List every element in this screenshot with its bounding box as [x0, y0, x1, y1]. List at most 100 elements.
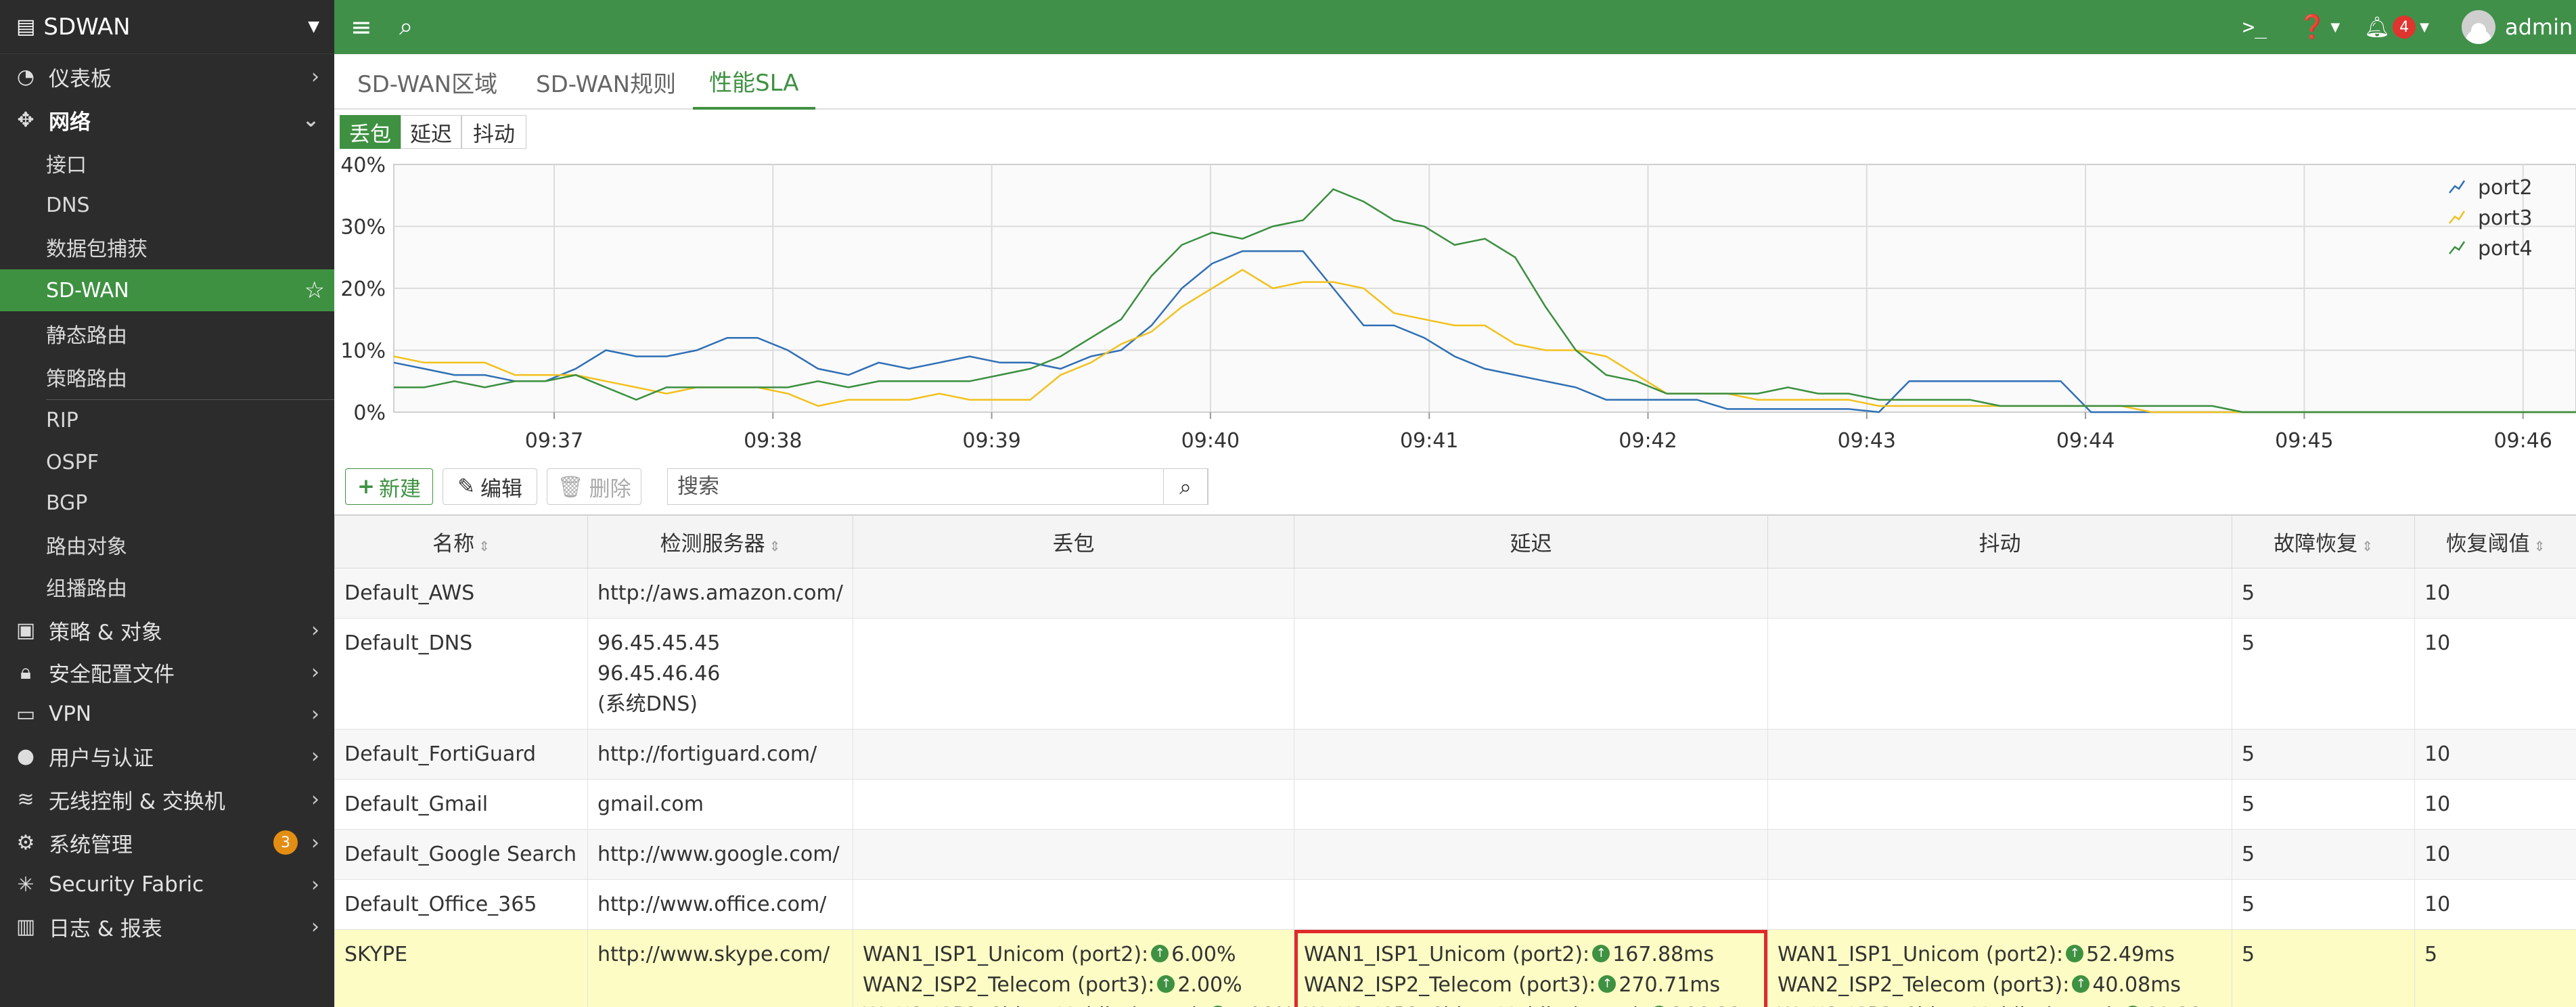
tab-sdwan-zones[interactable]: SD-WAN区域	[357, 70, 498, 98]
table-row[interactable]: Default_AWS http://aws.amazon.com/5 10	[334, 567, 2576, 619]
laptop-icon: ▭	[16, 702, 36, 726]
sidebar-item-multicast[interactable]: 组播路由	[0, 566, 334, 608]
sidebar-item-log-report[interactable]: ▥ 日志 & 报表 ›	[0, 905, 334, 947]
username: admin	[2505, 14, 2573, 40]
toggle-packet-loss[interactable]: 丢包	[340, 115, 401, 149]
cell-threshold: 10	[2414, 878, 2576, 930]
server-entry: (系统DNS)	[597, 692, 698, 716]
edit-button[interactable]: ✎ 编辑	[443, 468, 537, 505]
sidebar-item-bgp[interactable]: BGP	[0, 482, 334, 524]
sidebar-item-label: 策略路由	[46, 367, 127, 391]
cell-failover: 5	[2232, 617, 2415, 730]
y-tick-label: 0%	[353, 401, 386, 425]
help-menu[interactable]: ❓ ▼	[2298, 0, 2340, 54]
server-entry: http://www.skype.com/	[597, 942, 830, 966]
sidebar-item-policy-objects[interactable]: ▣ 策略 & 对象 ›	[0, 609, 334, 651]
sidebar-item-vpn[interactable]: ▭ VPN ›	[0, 693, 334, 735]
legend-swatch	[2449, 210, 2466, 224]
metric-value: 6.00%	[1171, 942, 1236, 966]
plus-icon: +	[357, 474, 375, 499]
avatar	[2462, 10, 2495, 44]
sidebar-item-ospf[interactable]: OSPF	[0, 441, 334, 483]
star-icon[interactable]: ☆	[304, 277, 325, 304]
tab-performance-sla[interactable]: 性能SLA	[693, 54, 815, 110]
sidebar-item-policy-routes[interactable]: 策略路由	[0, 356, 334, 398]
sidebar-item-network[interactable]: ✥ 网络 ⌄	[0, 99, 334, 141]
sidebar-item-static-routes[interactable]: 静态路由	[0, 313, 334, 355]
device-icon: ▤	[16, 15, 36, 39]
cell-name: Default_Office_365	[334, 878, 588, 930]
bar-chart-icon: ▥	[16, 914, 36, 939]
tab-sdwan-rules[interactable]: SD-WAN规则	[536, 70, 677, 98]
table-row[interactable]: Default_Office_365 http://www.office.com/…	[334, 878, 2576, 930]
sidebar-item-dns[interactable]: DNS	[0, 184, 334, 226]
sidebar-item-wifi-switch[interactable]: ≋ 无线控制 & 交换机 ›	[0, 778, 334, 820]
sidebar-item-system[interactable]: ⚙ 系统管理 3 ›	[0, 822, 334, 864]
sidebar-item-sdwan[interactable]: SD-WAN ☆	[0, 269, 334, 311]
cell-threshold: 10	[2414, 728, 2576, 780]
column-header-packet-loss[interactable]: 丢包	[853, 514, 1294, 568]
search-button[interactable]: ⌕	[1163, 468, 1208, 505]
column-header-threshold[interactable]: 恢复阈值 ⇕	[2414, 514, 2576, 568]
sidebar-item-security-profiles[interactable]: 🔒︎ 安全配置文件 ›	[0, 651, 334, 693]
chevron-down-icon: ⌄	[302, 108, 319, 132]
sidebar-item-dashboard[interactable]: ◔ 仪表板 ›	[0, 55, 334, 97]
sidebar-brand[interactable]: ▤ SDWAN ▼	[0, 0, 334, 54]
user-menu[interactable]: admin ▼	[2462, 0, 2576, 54]
y-tick-label: 10%	[340, 340, 386, 363]
sidebar-item-packet-capture[interactable]: 数据包捕获	[0, 226, 334, 268]
status-up-icon: ↑	[2123, 1006, 2142, 1007]
sidebar-item-interfaces[interactable]: 接口	[0, 142, 334, 184]
toggle-latency[interactable]: 延迟	[401, 115, 461, 149]
search-icon[interactable]: ⌕	[399, 13, 413, 41]
legend-label: port3	[2478, 206, 2533, 230]
search-input[interactable]	[668, 470, 1155, 504]
cell-loss	[853, 778, 1294, 830]
notifications-menu[interactable]: 🔔︎ 4 ▼	[2364, 0, 2429, 54]
cell-loss	[853, 567, 1294, 619]
table-row[interactable]: Default_DNS 96.45.45.45 96.45.46.46 (系统DNS)…	[334, 617, 2576, 730]
sidebar-item-user-auth[interactable]: ● 用户与认证 ›	[0, 735, 334, 777]
sort-icon: ⇕	[769, 537, 781, 554]
tab-bar: SD-WAN区域 SD-WAN规则 性能SLA	[334, 54, 2576, 110]
chevron-right-icon: ›	[311, 914, 319, 939]
column-header-name[interactable]: 名称 ⇕	[334, 514, 588, 568]
column-header-latency[interactable]: 延迟	[1294, 514, 1768, 568]
wifi-icon: ≋	[17, 787, 35, 811]
sidebar-item-label: 静态路由	[46, 324, 127, 348]
table-row[interactable]: Default_FortiGuard http://fortiguard.com/…	[334, 728, 2576, 780]
link-name: WAN1_ISP1_Unicom (port2):	[863, 942, 1149, 966]
new-button[interactable]: + 新建	[345, 468, 433, 505]
column-header-servers[interactable]: 检测服务器 ⇕	[587, 514, 853, 568]
loss-metric: WAN1_ISP1_Unicom (port2): ↑ 6.00%	[863, 939, 1284, 970]
cell-jitter	[1767, 778, 2232, 830]
loss-metric: WAN2_ISP2_Telecom (port3): ↑ 2.00%	[863, 970, 1284, 1000]
chevron-right-icon: ›	[311, 702, 319, 726]
cell-failover: 5	[2232, 567, 2415, 619]
sidebar-item-label: Security Fabric	[49, 872, 204, 897]
delete-button-label: 删除	[589, 476, 631, 501]
sidebar-item-label: BGP	[46, 491, 88, 515]
sidebar-item-security-fabric[interactable]: ✳ Security Fabric ›	[0, 864, 334, 905]
y-tick-label: 20%	[340, 277, 386, 301]
toggle-jitter[interactable]: 抖动	[461, 115, 526, 149]
link-name: WAN2_ISP2_Telecom (port3):	[1304, 972, 1596, 997]
sidebar-item-routing-objects[interactable]: 路由对象	[0, 524, 334, 566]
cell-failover: 5	[2232, 928, 2415, 1007]
column-header-jitter[interactable]: 抖动	[1767, 514, 2232, 568]
cell-name: Default_FortiGuard	[334, 728, 588, 780]
top-bar: ≡ ⌕ >_ ❓▼ 🔔︎ 4 ▼ admin ▼	[334, 0, 2576, 54]
cell-servers: http://www.skype.com/	[587, 928, 853, 1007]
cell-latency	[1294, 828, 1768, 880]
metric-value: 167.88ms	[1612, 942, 1714, 966]
table-row[interactable]: SKYPE http://www.skype.com/WAN1_ISP1_Unic…	[334, 928, 2576, 1007]
table-row[interactable]: Default_Google Search http://www.google.c…	[334, 828, 2576, 880]
cell-servers: http://www.google.com/	[587, 828, 853, 880]
sidebar-item-label: 系统管理	[49, 832, 133, 857]
column-header-failover[interactable]: 故障恢复 ⇕	[2232, 514, 2415, 568]
delete-button[interactable]: 🗑︎ 删除	[547, 468, 641, 505]
hamburger-menu-icon[interactable]: ≡	[351, 12, 372, 42]
sidebar-item-rip[interactable]: RIP	[0, 399, 334, 441]
cli-console-icon[interactable]: >_	[2242, 15, 2267, 39]
table-row[interactable]: Default_Gmail gmail.com 5 10	[334, 778, 2576, 830]
